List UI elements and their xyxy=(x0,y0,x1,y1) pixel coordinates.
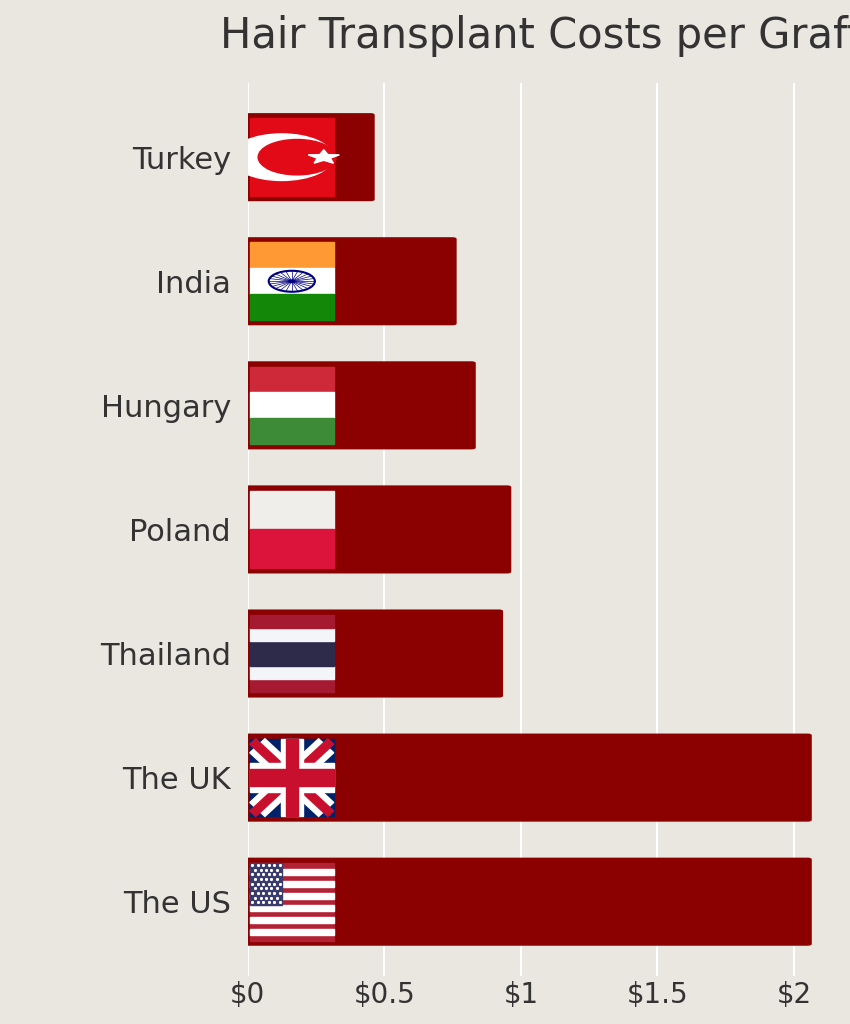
Bar xyxy=(250,763,334,793)
Polygon shape xyxy=(250,738,334,816)
FancyBboxPatch shape xyxy=(244,858,812,946)
FancyBboxPatch shape xyxy=(244,361,476,450)
Bar xyxy=(250,367,334,392)
Bar xyxy=(250,904,334,910)
FancyBboxPatch shape xyxy=(244,485,512,573)
Bar xyxy=(250,294,334,321)
Title: Hair Transplant Costs per Graft: Hair Transplant Costs per Graft xyxy=(219,15,850,57)
Bar xyxy=(250,881,334,887)
Circle shape xyxy=(289,280,295,283)
FancyBboxPatch shape xyxy=(244,238,456,326)
Bar xyxy=(250,243,334,268)
Circle shape xyxy=(258,139,336,175)
FancyBboxPatch shape xyxy=(244,733,812,821)
Bar xyxy=(250,268,334,294)
Bar xyxy=(250,863,334,940)
Polygon shape xyxy=(309,150,339,163)
FancyBboxPatch shape xyxy=(244,113,375,202)
Polygon shape xyxy=(250,738,334,816)
Bar xyxy=(250,679,334,692)
Bar xyxy=(250,769,334,785)
Bar xyxy=(250,868,334,874)
Bar xyxy=(250,614,334,628)
Bar xyxy=(250,667,334,679)
Bar xyxy=(286,738,298,816)
Bar xyxy=(250,641,334,653)
Bar xyxy=(250,929,334,935)
Bar xyxy=(250,119,334,196)
Circle shape xyxy=(230,134,333,180)
Bar xyxy=(250,392,334,418)
Bar xyxy=(250,628,334,641)
Bar xyxy=(250,863,282,904)
Bar xyxy=(280,738,303,816)
Bar xyxy=(250,418,334,444)
FancyBboxPatch shape xyxy=(244,609,503,697)
Bar xyxy=(250,653,334,667)
Bar xyxy=(250,738,334,816)
Polygon shape xyxy=(250,738,334,816)
Bar xyxy=(250,490,334,529)
Polygon shape xyxy=(250,738,334,816)
Bar xyxy=(250,916,334,923)
Bar xyxy=(250,529,334,568)
Bar xyxy=(250,893,334,899)
